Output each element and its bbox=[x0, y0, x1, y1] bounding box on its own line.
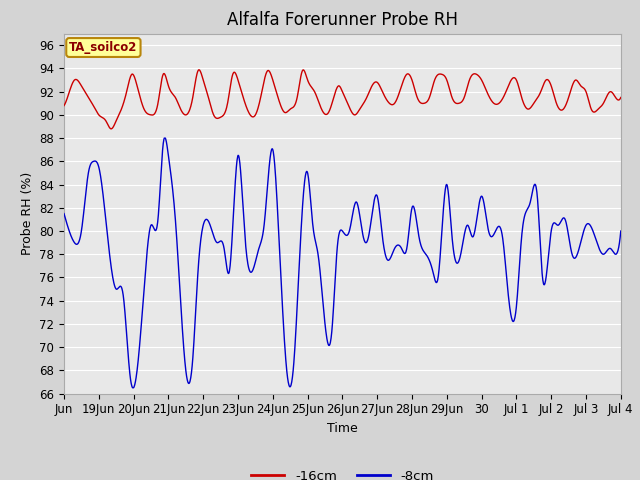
Text: TA_soilco2: TA_soilco2 bbox=[69, 41, 138, 54]
Y-axis label: Probe RH (%): Probe RH (%) bbox=[20, 172, 34, 255]
Legend: -16cm, -8cm: -16cm, -8cm bbox=[246, 464, 439, 480]
X-axis label: Time: Time bbox=[327, 422, 358, 435]
Title: Alfalfa Forerunner Probe RH: Alfalfa Forerunner Probe RH bbox=[227, 11, 458, 29]
